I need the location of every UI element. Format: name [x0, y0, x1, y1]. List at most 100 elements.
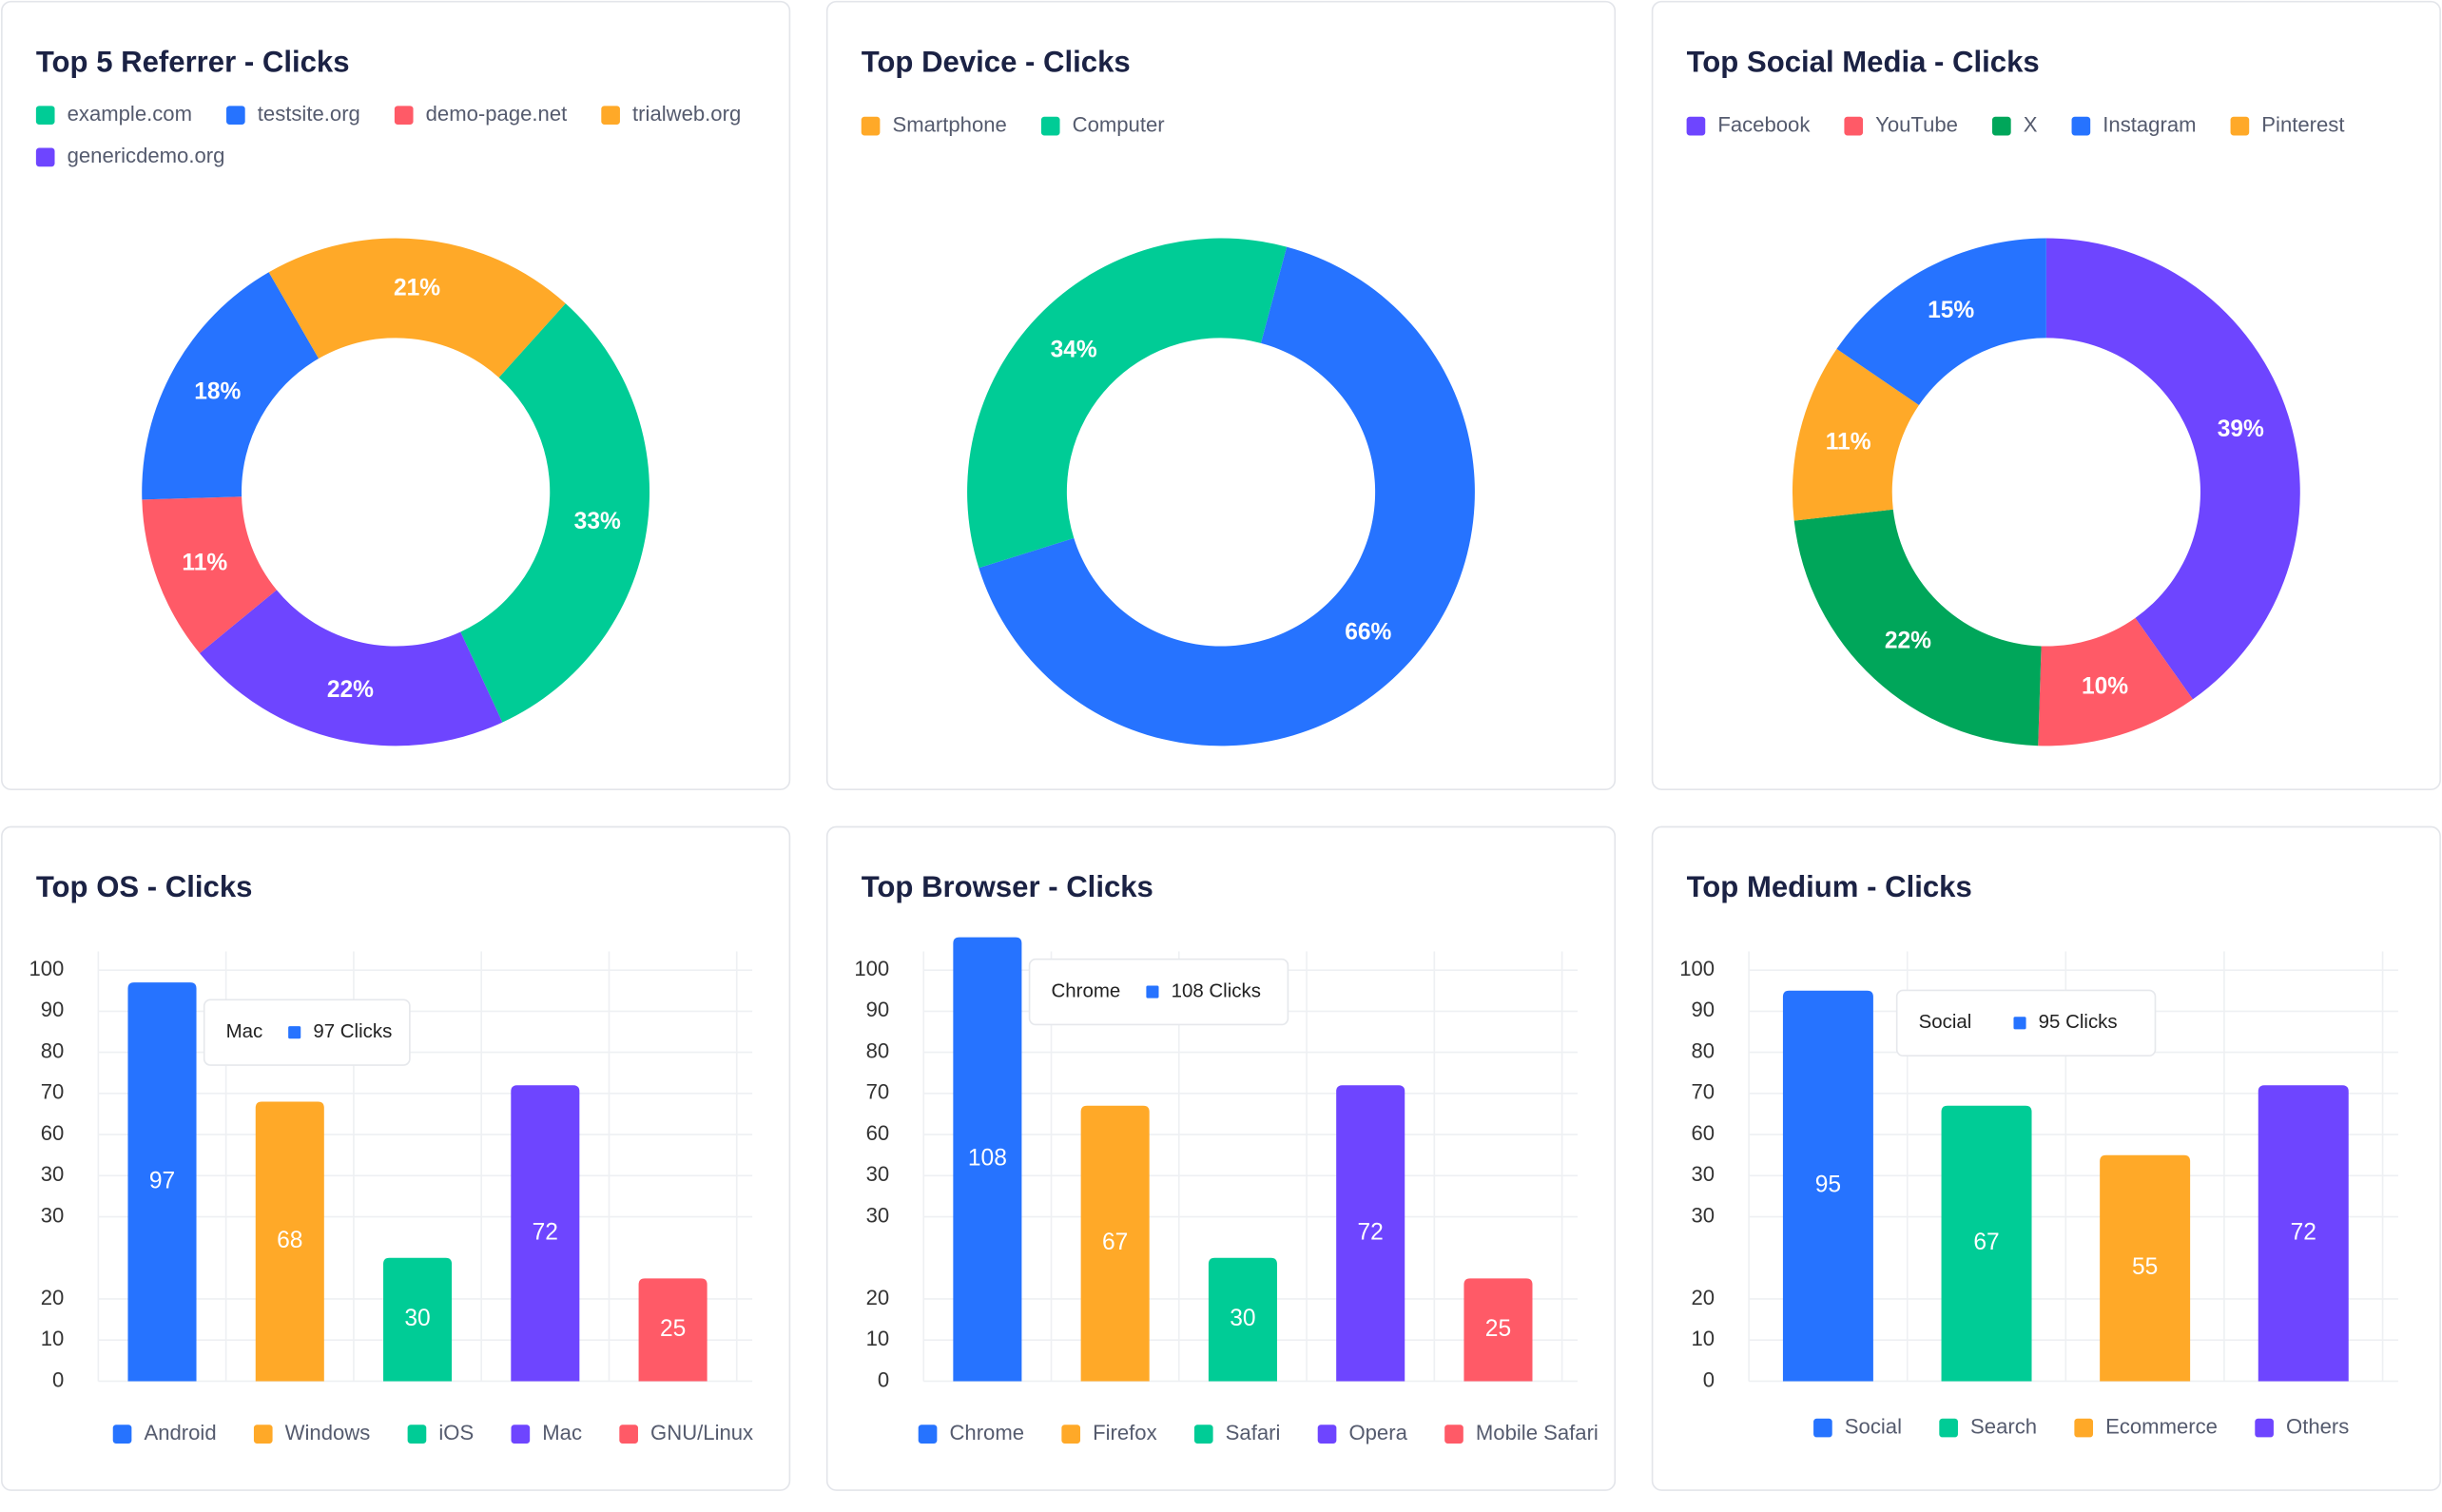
y-tick-label: 60 — [41, 1121, 65, 1145]
legend-item: Safari — [1193, 1421, 1280, 1444]
legend-swatch — [511, 1425, 531, 1444]
legend-label: iOS — [438, 1421, 474, 1444]
legend-swatch — [1844, 116, 1864, 136]
legend-label: GNU/Linux — [650, 1421, 753, 1444]
legend-swatch — [2230, 116, 2250, 136]
legend-label: YouTube — [1875, 112, 1958, 136]
chart-card: Top Social Media - Clicks Facebook YouTube… — [1651, 0, 2441, 791]
bar — [1336, 1085, 1405, 1382]
bar — [1208, 1257, 1277, 1382]
legend-item: Smartphone — [861, 112, 1007, 136]
tooltip-swatch — [1146, 985, 1159, 998]
data-label: 11% — [1826, 429, 1871, 455]
y-tick-label: 20 — [41, 1286, 65, 1309]
data-label: 25 — [660, 1316, 686, 1342]
legend-swatch — [2071, 116, 2091, 136]
donut-slice — [142, 272, 320, 500]
donut-slice — [967, 238, 1288, 569]
legend-label: example.com — [68, 102, 192, 126]
legend-item: trialweb.org — [601, 102, 741, 126]
legend-item: Chrome — [918, 1421, 1024, 1444]
tooltip: Chrome 108 Clicks — [1028, 958, 1289, 1026]
donut-slice — [1792, 348, 1919, 521]
legend-swatch — [1444, 1425, 1463, 1444]
legend-label: Social — [1845, 1414, 1902, 1438]
legend-item: Ecommerce — [2074, 1414, 2218, 1438]
data-label: 95 — [1815, 1173, 1841, 1198]
donut-slice — [1836, 238, 2046, 406]
legend-swatch — [226, 106, 245, 125]
chart-title: Top Browser - Clicks — [862, 870, 1153, 903]
data-label: 68 — [277, 1228, 302, 1253]
bar — [1463, 1278, 1533, 1382]
tooltip-value: 97 Clicks — [313, 1020, 392, 1042]
bar — [1941, 1105, 2032, 1382]
donut-slice — [2038, 617, 2193, 746]
legend-item: Computer — [1040, 112, 1165, 136]
legend-label: Mobile Safari — [1476, 1421, 1599, 1444]
data-label: 66% — [1345, 619, 1391, 645]
y-tick-label: 60 — [866, 1121, 890, 1145]
data-label: 67 — [1973, 1230, 1999, 1255]
bar — [638, 1278, 707, 1382]
legend-swatch — [394, 106, 414, 125]
data-label: 33% — [574, 509, 621, 534]
y-tick-label: 10 — [41, 1327, 65, 1350]
data-label: 72 — [2291, 1219, 2316, 1245]
legend-swatch — [918, 1425, 938, 1444]
legend-swatch — [1040, 116, 1060, 136]
legend-item: Search — [1939, 1414, 2037, 1438]
chart-title: Top OS - Clicks — [36, 870, 253, 903]
y-tick-label: 30 — [1692, 1203, 1715, 1227]
legend-label: Search — [1970, 1414, 2037, 1438]
tooltip-label: Chrome — [1052, 979, 1121, 1001]
legend-item: YouTube — [1844, 112, 1958, 136]
y-tick-label: 30 — [1692, 1162, 1715, 1186]
legend-item: Firefox — [1061, 1421, 1157, 1444]
data-label: 22% — [327, 677, 374, 703]
y-tick-label: 0 — [1703, 1367, 1715, 1391]
legend-item: iOS — [407, 1421, 474, 1444]
donut-slice — [460, 303, 650, 723]
legend-label: X — [2024, 112, 2038, 136]
data-label: 72 — [533, 1219, 558, 1245]
legend-item: Mobile Safari — [1444, 1421, 1599, 1444]
y-tick-label: 70 — [1692, 1080, 1715, 1104]
chart-card: Top OS - Clicks1009080706030302010097683… — [1, 825, 791, 1491]
data-label: 55 — [2132, 1254, 2158, 1280]
y-tick-label: 0 — [878, 1367, 889, 1391]
legend-swatch — [1193, 1425, 1213, 1444]
legend-label: Instagram — [2103, 112, 2196, 136]
bar — [383, 1257, 453, 1382]
legend-item: Opera — [1317, 1421, 1408, 1444]
tooltip-value: 108 Clicks — [1172, 979, 1261, 1001]
bar — [953, 937, 1022, 1382]
legend-item: genericdemo.org — [35, 144, 224, 167]
legend-swatch — [1992, 116, 2011, 136]
y-tick-label: 10 — [866, 1327, 890, 1350]
legend-item: Others — [2255, 1414, 2349, 1438]
y-tick-label: 20 — [1692, 1286, 1715, 1309]
legend-swatch — [2255, 1418, 2274, 1438]
legend-item: X — [1992, 112, 2038, 136]
data-label: 30 — [404, 1306, 430, 1331]
legend-item: Windows — [253, 1421, 370, 1444]
data-label: 67 — [1102, 1230, 1128, 1255]
tooltip-swatch — [288, 1026, 301, 1039]
legend-label: Android — [144, 1421, 216, 1444]
legend-swatch — [112, 1425, 132, 1444]
legend-label: Pinterest — [2261, 112, 2344, 136]
donut-slice — [268, 238, 566, 378]
bar — [255, 1101, 324, 1382]
y-tick-label: 100 — [1679, 957, 1715, 980]
legend-swatch — [1813, 1418, 1832, 1438]
chart-card: Top Medium - Clicks100908070603030201009… — [1651, 825, 2441, 1491]
y-tick-label: 80 — [41, 1038, 65, 1062]
donut-slice — [1793, 509, 2042, 746]
legend-label: testsite.org — [258, 102, 360, 126]
tooltip-value: 95 Clicks — [2039, 1011, 2118, 1033]
data-label: 39% — [2218, 417, 2264, 442]
tooltip-label: Mac — [226, 1020, 263, 1042]
data-label: 25 — [1485, 1316, 1511, 1342]
legend-item: Pinterest — [2230, 112, 2345, 136]
